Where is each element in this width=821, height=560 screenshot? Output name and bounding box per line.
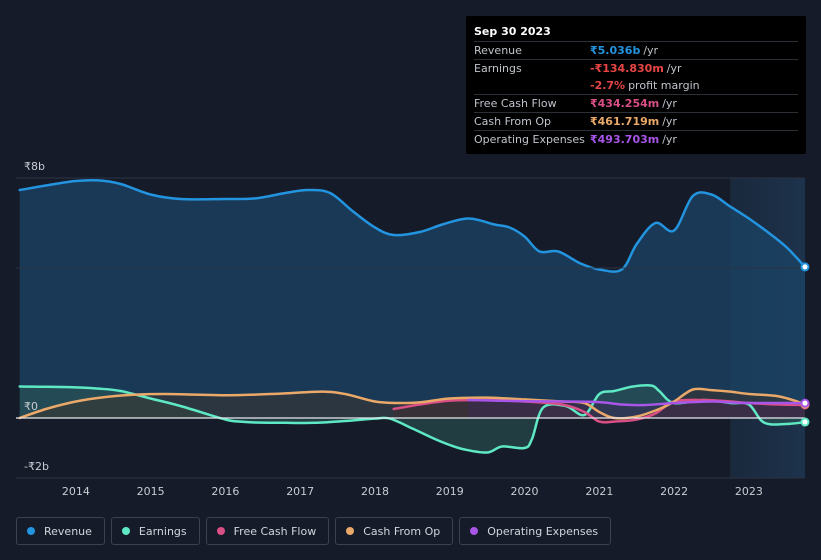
tooltip-row: Revenue ₹5.036b/yr (474, 41, 798, 59)
series-fills (19, 180, 805, 453)
tooltip-row-label: Revenue (474, 44, 522, 57)
tooltip-row-unit: /yr (666, 62, 682, 75)
tooltip-row-label: Earnings (474, 62, 522, 75)
legend-item-cash-from-op[interactable]: Cash From Op (335, 517, 454, 545)
x-tick-label: 2021 (585, 485, 613, 498)
tooltip-row-unit: /yr (662, 133, 677, 146)
chart-legend: Revenue Earnings Free Cash Flow Cash From O… (16, 517, 612, 545)
tooltip-row-value: -₹134.830m (590, 62, 664, 75)
legend-item-operating-expenses[interactable]: Operating Expenses (459, 517, 612, 545)
tooltip-row-unit: /yr (662, 97, 677, 110)
tooltip-row: Operating Expenses ₹493.703m/yr (474, 130, 798, 148)
tooltip-row-label: Cash From Op (474, 115, 552, 128)
axes: ₹8b ₹0 -₹2b 2014 2015 2016 2017 2018 2019 2020 202… (16, 160, 805, 498)
tooltip-row: Earnings -₹134.830m/yr (474, 59, 798, 77)
legend-dot-icon (121, 527, 130, 535)
x-tick-label: 2023 (735, 485, 763, 498)
y-tick-label: ₹8b (24, 160, 45, 173)
tooltip-date: Sep 30 2023 (474, 25, 551, 38)
tooltip-row-value: ₹5.036b (590, 44, 641, 57)
tooltip-row-value: ₹493.703m (590, 133, 660, 146)
tooltip-row-label (474, 77, 590, 94)
x-tick-label: 2018 (361, 485, 389, 498)
tooltip-row-value: ₹434.254m (590, 97, 660, 110)
revenue-line (18, 178, 807, 273)
legend-item-free-cash-flow[interactable]: Free Cash Flow (205, 517, 330, 545)
revenue-end-marker (800, 262, 810, 272)
x-tick-label: 2014 (62, 485, 90, 498)
tooltip-row-unit: /yr (643, 44, 659, 57)
x-tick-label: 2015 (137, 485, 165, 498)
cash-from-op-line (18, 387, 807, 420)
tooltip-row: Free Cash Flow ₹434.254m/yr (474, 94, 798, 112)
tooltip-row-unit: /yr (662, 115, 677, 128)
legend-label: Cash From Op (363, 524, 441, 538)
revenue-area (19, 180, 805, 418)
legend-label: Earnings (138, 524, 187, 538)
tooltip-panel: Sep 30 2023 Revenue ₹5.036b/yr Earnings -₹1… (466, 16, 806, 154)
legend-label: Revenue (44, 524, 92, 538)
tooltip-row-unit: profit margin (628, 79, 700, 92)
operating-expenses-end-marker (800, 398, 810, 408)
tooltip-row: -2.7% profit margin (474, 77, 798, 94)
legend-label: Operating Expenses (487, 524, 599, 538)
x-tick-label: 2022 (660, 485, 688, 498)
tooltip-row: Cash From Op ₹461.719m/yr (474, 112, 798, 130)
y-tick-label: ₹0 (24, 400, 38, 413)
legend-label: Free Cash Flow (233, 524, 317, 538)
x-tick-label: 2020 (511, 485, 539, 498)
series-lines (18, 178, 807, 454)
tooltip-row-label: Free Cash Flow (474, 97, 557, 110)
y-tick-label: -₹2b (24, 460, 49, 473)
legend-item-revenue[interactable]: Revenue (16, 517, 105, 545)
legend-dot-icon (346, 527, 355, 535)
series-end-markers (800, 262, 810, 427)
legend-dot-icon (27, 527, 35, 535)
earnings-end-marker (800, 417, 810, 427)
legend-item-earnings[interactable]: Earnings (110, 517, 200, 545)
tooltip-rows: Revenue ₹5.036b/yr Earnings -₹134.830m/yr -2… (474, 41, 798, 148)
tooltip-row-label: Operating Expenses (474, 133, 585, 146)
tooltip-row-value: -2.7% (590, 79, 626, 92)
legend-dot-icon (216, 527, 225, 535)
legend-dot-icon (470, 527, 479, 535)
x-tick-label: 2019 (436, 485, 464, 498)
x-tick-label: 2016 (211, 485, 239, 498)
x-tick-label: 2017 (286, 485, 314, 498)
tooltip-row-value: ₹461.719m (590, 115, 660, 128)
operating-expenses-line (467, 398, 807, 407)
